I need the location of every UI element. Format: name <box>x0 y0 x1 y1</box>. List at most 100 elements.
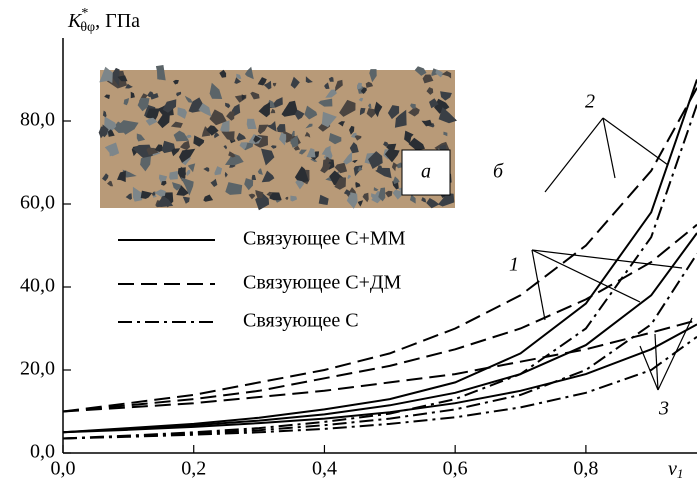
speckle <box>408 106 420 117</box>
speckle <box>104 94 110 100</box>
speckle <box>362 192 369 203</box>
speckle <box>386 143 397 153</box>
speckle <box>176 185 190 196</box>
speckle <box>393 176 400 185</box>
speckle <box>304 105 318 120</box>
speckle <box>154 144 164 152</box>
speckle <box>145 117 158 126</box>
speckle <box>383 141 389 147</box>
speckle <box>392 181 399 190</box>
speckle <box>258 124 269 135</box>
speckle <box>305 123 313 129</box>
speckle <box>270 108 276 114</box>
speckle <box>321 145 331 156</box>
speckle <box>253 135 262 143</box>
speckle <box>440 91 452 101</box>
photo-label: а <box>421 161 431 183</box>
speckle <box>395 162 403 169</box>
speckle <box>244 178 254 191</box>
speckle <box>409 194 416 204</box>
leader-line <box>531 249 683 269</box>
speckle <box>239 142 248 150</box>
photo-label-box <box>401 149 451 196</box>
speckle <box>359 107 366 116</box>
speckle <box>266 121 277 132</box>
series-line <box>62 335 697 440</box>
speckle <box>176 91 182 97</box>
group-label: 1 <box>509 254 519 276</box>
speckle <box>385 190 393 198</box>
speckle <box>155 65 166 81</box>
speckle <box>99 66 113 84</box>
series-line <box>62 223 697 413</box>
speckle <box>304 131 311 138</box>
speckle <box>257 168 263 175</box>
speckle <box>236 132 246 141</box>
speckle <box>104 142 120 157</box>
group-label: 3 <box>658 398 669 420</box>
speckle <box>145 108 160 120</box>
speckle <box>107 129 115 137</box>
speckle <box>347 174 351 180</box>
speckle <box>343 189 351 195</box>
speckle <box>441 71 452 79</box>
speckle <box>125 193 132 200</box>
speckle <box>173 79 179 85</box>
speckle <box>225 153 244 166</box>
speckle <box>246 118 257 129</box>
speckle <box>107 180 114 187</box>
speckle <box>250 91 260 100</box>
speckle <box>140 156 151 172</box>
speckle <box>261 148 275 166</box>
speckle <box>291 130 295 137</box>
speckle <box>354 135 362 141</box>
speckle <box>387 105 400 120</box>
speckle <box>226 111 235 121</box>
x-tick-label: 0,6 <box>443 458 468 480</box>
speckle <box>266 191 273 197</box>
speckle <box>443 131 448 137</box>
leader-line <box>602 117 669 166</box>
speckle <box>279 132 287 146</box>
y-tick-label: 0,0 <box>30 441 55 463</box>
speckle <box>179 140 190 151</box>
speckle <box>426 87 434 95</box>
speckle <box>426 198 440 209</box>
speckle <box>360 87 367 94</box>
speckle <box>394 109 407 128</box>
speckle <box>357 166 363 172</box>
series-line <box>62 319 697 413</box>
y-axis-title: K* θφ, ГПа <box>67 6 140 35</box>
speckle <box>391 162 398 172</box>
speckle <box>306 148 316 158</box>
speckle <box>209 109 227 126</box>
speckle <box>375 167 392 179</box>
speckle <box>225 102 231 109</box>
speckle <box>422 74 434 84</box>
series-line <box>62 323 697 434</box>
x-tick-label: 0,8 <box>573 458 598 480</box>
speckle <box>357 82 362 90</box>
speckle <box>414 66 427 76</box>
speckle <box>198 103 212 117</box>
speckle <box>203 194 214 202</box>
speckle <box>325 89 337 98</box>
leader-line <box>544 117 604 193</box>
speckle <box>154 189 166 197</box>
x-tick-label: 0,0 <box>51 458 76 480</box>
speckle <box>101 124 109 138</box>
speckle <box>276 124 286 133</box>
speckle <box>368 103 372 109</box>
speckle <box>185 134 192 139</box>
speckle <box>173 130 189 142</box>
speckle <box>272 82 277 87</box>
x-tick-label: 0,4 <box>312 458 337 480</box>
speckle <box>410 103 416 109</box>
speckle <box>421 197 427 203</box>
speckle <box>261 170 275 183</box>
speckle <box>136 133 146 142</box>
speckle <box>404 130 414 144</box>
y-tick-label: 20,0 <box>20 358 55 380</box>
speckle <box>294 109 305 120</box>
